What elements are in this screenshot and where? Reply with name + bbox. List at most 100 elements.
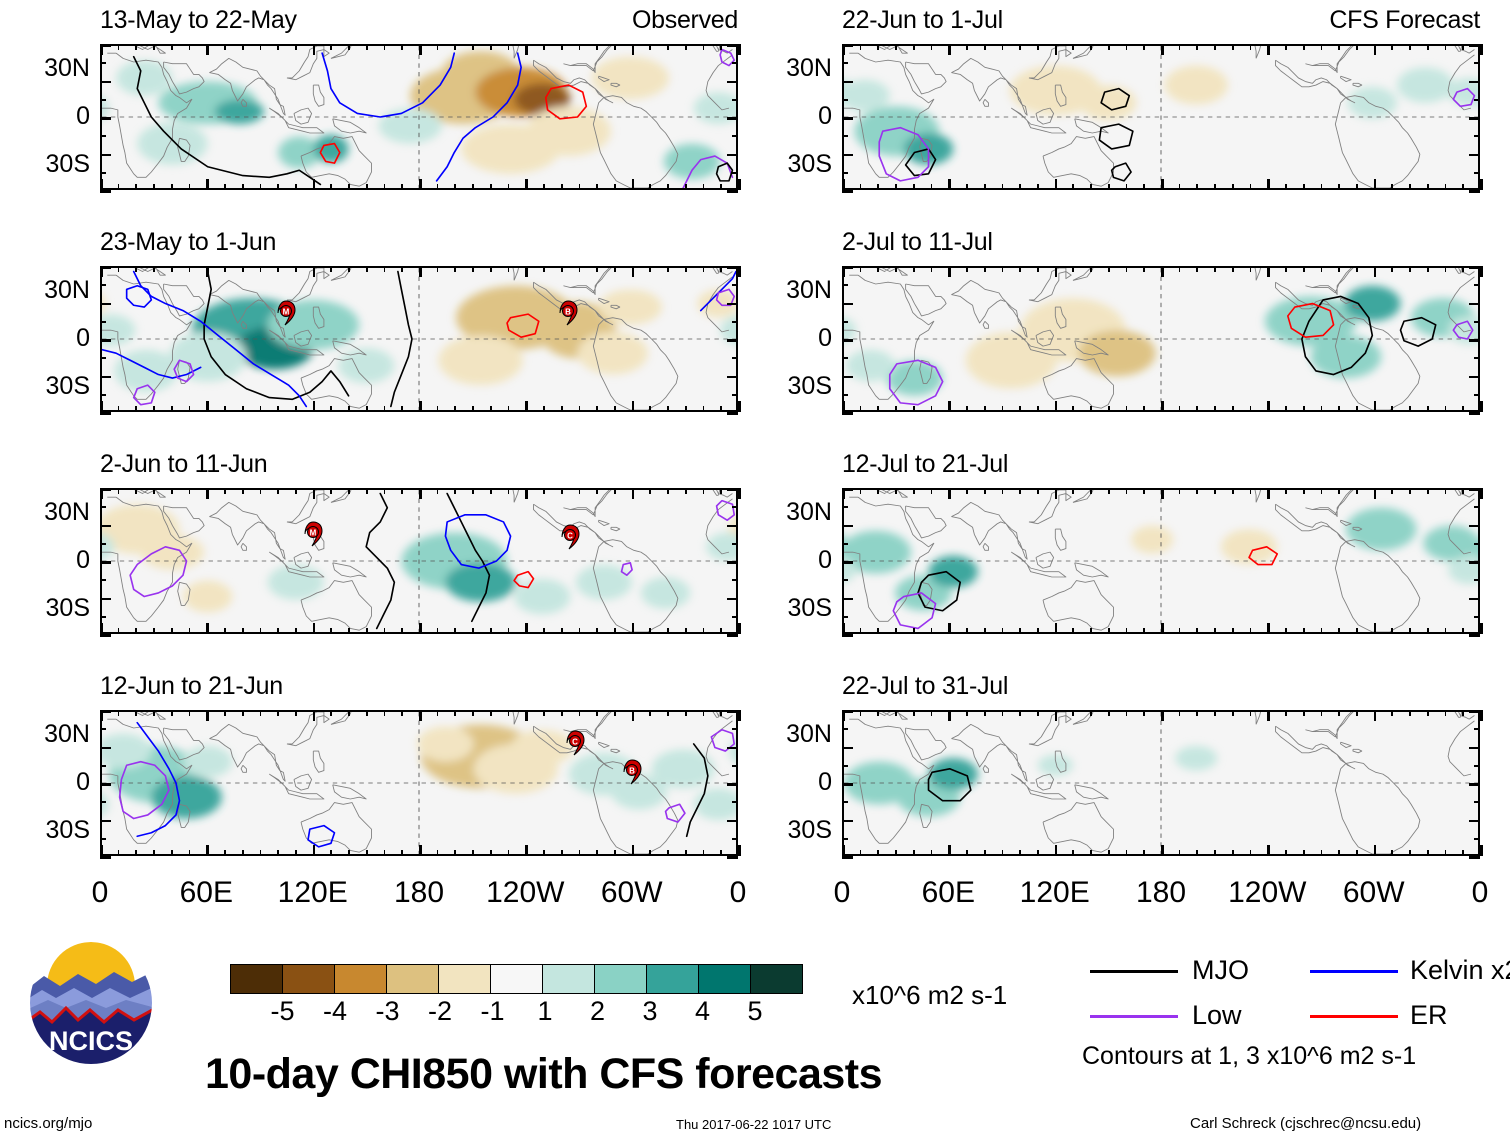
xtick-mark (259, 266, 262, 272)
ytick-right-3-0: 30N (786, 498, 832, 526)
cyclone-marker-m-2[interactable]: M (302, 521, 324, 547)
xtick-mark (419, 488, 422, 499)
map-right-3[interactable] (842, 488, 1480, 634)
xtick-mark (419, 44, 422, 55)
map-left-4[interactable] (100, 710, 738, 856)
ytick-mark (727, 375, 738, 378)
xtick-mark (1143, 850, 1146, 856)
colorbar-tick-3: -2 (427, 996, 452, 1026)
ytick-mark (842, 153, 853, 156)
xtick-mark (560, 628, 563, 634)
xtick-mark (1302, 850, 1305, 856)
xtick-mark (525, 710, 528, 721)
ytick-mark (1474, 579, 1480, 582)
cyclone-icon: M (304, 521, 323, 546)
xtick-mark (649, 406, 652, 412)
colorbar-cell-5 (490, 965, 542, 993)
cyclone-marker-b-1[interactable]: B (557, 300, 579, 326)
panel-title-left-2: 23-May to 1-Jun (100, 228, 277, 256)
ytick-mark (100, 339, 111, 342)
xtick-label-right-0: 0 (833, 876, 851, 909)
xtick-mark (1054, 266, 1058, 277)
xtick-mark (702, 488, 705, 494)
xtick-mark (259, 488, 262, 494)
ytick-mark (100, 98, 106, 101)
xtick-mark (720, 710, 723, 716)
xtick-mark (1302, 628, 1305, 634)
column-header-right: CFS Forecast (1329, 6, 1480, 34)
xtick-mark (419, 401, 422, 412)
xtick-mark (454, 488, 457, 494)
xtick-mark (1373, 710, 1377, 721)
footer-link-ncics[interactable]: ncics.org/mjo (4, 1115, 93, 1132)
xtick-mark (224, 184, 226, 190)
xtick-mark (153, 184, 155, 190)
xtick-mark (241, 184, 244, 190)
xtick-mark (348, 850, 350, 856)
column-header-left: Observed (632, 6, 738, 34)
map-left-3[interactable] (100, 488, 738, 634)
xtick-mark (543, 710, 545, 716)
xtick-mark (1285, 488, 1287, 494)
xtick-mark (1355, 44, 1358, 50)
xtick-mark (560, 850, 563, 856)
map-right-1[interactable] (842, 44, 1480, 190)
ytick-mark (100, 412, 111, 415)
xtick-mark (507, 628, 510, 634)
xtick-mark (383, 488, 386, 494)
cyclone-marker-c-4[interactable]: C (564, 730, 586, 756)
ytick-mark (842, 819, 853, 822)
map-right-2[interactable] (842, 266, 1480, 412)
ytick-mark (1469, 597, 1480, 600)
ytick-mark (100, 764, 106, 767)
xtick-mark (1409, 488, 1411, 494)
xtick-mark (613, 488, 616, 494)
xtick-mark (1231, 406, 1234, 412)
map-left-2[interactable] (100, 266, 738, 412)
xtick-mark (1019, 44, 1021, 50)
xtick-mark (188, 266, 191, 272)
xtick-label-left-1: 60E (179, 876, 233, 909)
xtick-mark (1285, 266, 1287, 272)
xtick-mark (454, 266, 457, 272)
ytick-mark (727, 856, 738, 859)
xtick-mark (1391, 710, 1394, 716)
xtick-mark (1161, 179, 1164, 190)
ytick-mark (1469, 783, 1480, 786)
colorbar-cell-8 (646, 965, 698, 993)
xtick-mark (1090, 488, 1092, 494)
xtick-mark (930, 44, 933, 50)
ytick-mark (732, 837, 738, 840)
cyclone-marker-m-0[interactable]: M (275, 300, 297, 326)
xtick-mark (912, 184, 915, 190)
ytick-mark (842, 266, 853, 269)
xtick-mark (912, 266, 915, 272)
xtick-mark (1462, 184, 1465, 190)
xtick-mark (365, 710, 368, 716)
map-left-1[interactable] (100, 44, 738, 190)
xtick-mark (1267, 44, 1270, 55)
xtick-mark (525, 845, 528, 856)
legend-line-er (1310, 1015, 1398, 1018)
xtick-mark (1302, 184, 1305, 190)
xtick-mark (877, 850, 880, 856)
map-right-4[interactable] (842, 710, 1480, 856)
ytick-mark (100, 746, 111, 749)
ytick-mark (732, 171, 738, 174)
xtick-mark (649, 184, 652, 190)
ytick-mark (842, 375, 853, 378)
xtick-mark (720, 488, 723, 494)
ytick-mark (732, 728, 738, 731)
xtick-mark (930, 406, 933, 412)
cyclone-marker-c-3[interactable]: C (559, 524, 581, 550)
ytick-mark (732, 579, 738, 582)
xtick-mark (1444, 44, 1447, 50)
cyclone-marker-b-5[interactable]: B (621, 759, 643, 785)
xtick-mark (206, 401, 209, 412)
xtick-mark (877, 406, 880, 412)
ytick-mark (100, 266, 111, 269)
xtick-mark (560, 488, 563, 494)
ytick-mark (842, 339, 853, 342)
xtick-mark (1019, 406, 1021, 412)
